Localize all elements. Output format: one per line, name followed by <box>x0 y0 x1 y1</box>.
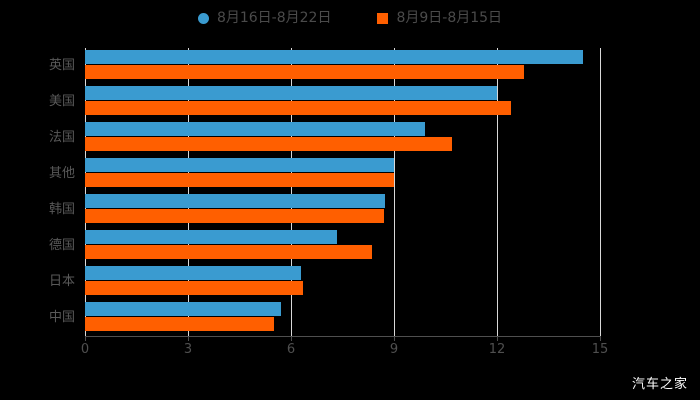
x-axis-tick-mark <box>600 336 601 341</box>
bar-group <box>85 228 600 264</box>
x-axis-tick-mark <box>188 336 189 341</box>
y-axis-line <box>85 48 86 336</box>
legend-item-series-2[interactable]: 8月9日-8月15日 <box>377 11 502 25</box>
chart-legend: 8月16日-8月22日 8月9日-8月15日 <box>0 6 700 30</box>
circle-marker-icon <box>197 12 209 24</box>
bar-series-1[interactable] <box>85 122 425 136</box>
legend-item-series-1[interactable]: 8月16日-8月22日 <box>197 10 332 26</box>
bar-groups <box>85 48 600 336</box>
y-axis-category-label: 日本 <box>48 274 75 289</box>
x-axis-tick-label: 0 <box>80 342 90 357</box>
y-axis-category-label: 韩国 <box>48 202 75 217</box>
bar-series-2[interactable] <box>85 65 525 79</box>
bar-series-2[interactable] <box>85 317 274 331</box>
y-axis-category-label: 其他 <box>48 166 75 181</box>
y-axis-category-label: 美国 <box>48 94 75 109</box>
bar-series-2[interactable] <box>85 101 511 115</box>
bar-series-2[interactable] <box>85 137 453 151</box>
x-axis-tick-label: 9 <box>389 342 399 357</box>
bar-series-1[interactable] <box>85 302 281 316</box>
x-axis-tick-labels: 0 3 6 9 12 15 <box>81 342 608 361</box>
bar-series-2[interactable] <box>85 173 394 187</box>
bar-series-2[interactable] <box>85 281 304 295</box>
y-axis-category-label: 英国 <box>48 58 75 73</box>
x-axis-tick-mark <box>497 336 498 341</box>
y-axis-category-label: 法国 <box>48 130 75 145</box>
bar-group <box>85 84 600 120</box>
bar-group <box>85 300 600 336</box>
bar-series-1[interactable] <box>85 194 386 208</box>
gridline <box>600 48 601 336</box>
bar-series-1[interactable] <box>85 86 497 100</box>
bar-series-2[interactable] <box>85 245 372 259</box>
bar-series-2[interactable] <box>85 209 384 223</box>
square-marker-icon <box>377 12 389 24</box>
watermark-label: 汽车之家 <box>631 377 688 392</box>
x-axis-tick-mark <box>394 336 395 341</box>
bar-group <box>85 264 600 300</box>
x-axis-tick-mark <box>291 336 292 341</box>
x-axis-line <box>85 336 601 337</box>
bar-group <box>85 156 600 192</box>
y-axis-category-label: 德国 <box>48 238 75 253</box>
legend-label-series-1: 8月16日-8月22日 <box>216 10 332 26</box>
x-axis-tick-label: 6 <box>286 342 296 357</box>
x-axis-tick-label: 15 <box>591 342 609 357</box>
bar-series-1[interactable] <box>85 50 583 64</box>
x-axis-tick-mark <box>85 336 86 341</box>
bar-group <box>85 120 600 156</box>
legend-label-series-2: 8月9日-8月15日 <box>396 10 503 26</box>
y-axis-category-label: 中国 <box>48 310 75 325</box>
plot-area <box>85 48 601 336</box>
bar-series-1[interactable] <box>85 266 302 280</box>
bar-series-1[interactable] <box>85 158 394 172</box>
bar-group <box>85 48 600 84</box>
y-axis-category-labels: 英国美国法国其他韩国德国日本中国 <box>0 48 75 336</box>
bar-group <box>85 192 600 228</box>
x-axis-tick-label: 3 <box>183 342 193 357</box>
bar-series-1[interactable] <box>85 230 338 244</box>
x-axis-tick-label: 12 <box>488 342 506 357</box>
